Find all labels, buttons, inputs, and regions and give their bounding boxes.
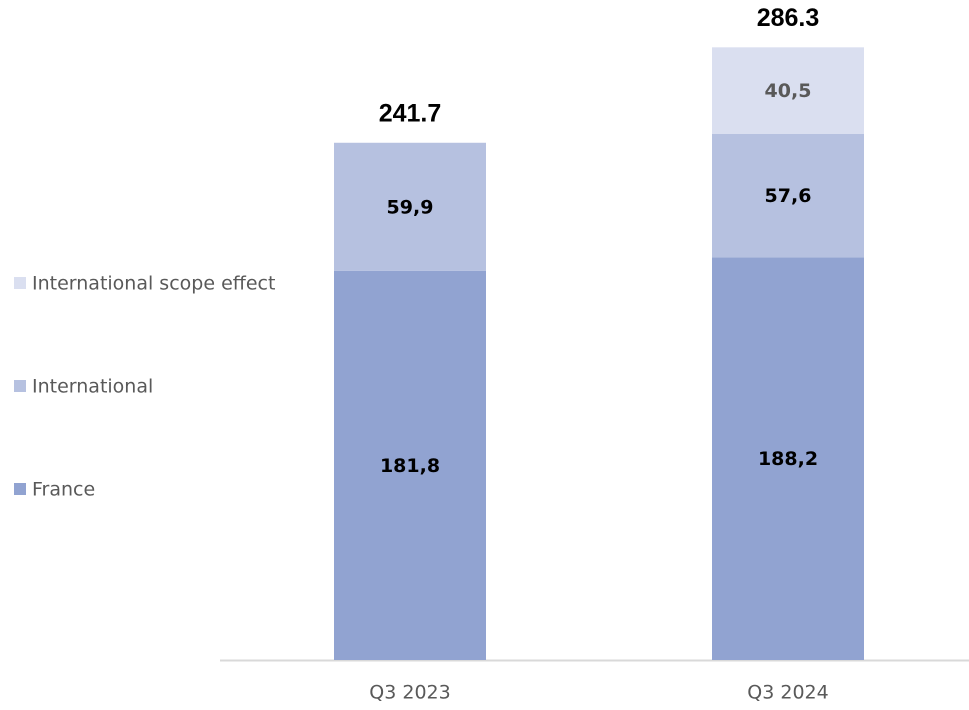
bar-segment bbox=[712, 257, 864, 660]
legend-swatch bbox=[14, 277, 26, 289]
legend-label: International scope effect bbox=[32, 273, 275, 295]
bar-segment bbox=[712, 133, 864, 258]
total-label: 241.7 bbox=[379, 99, 442, 127]
total-label: 286.3 bbox=[757, 4, 820, 32]
value-label: 59,9 bbox=[387, 196, 434, 218]
value-label: 57,6 bbox=[765, 185, 812, 207]
legend-swatch bbox=[14, 380, 26, 392]
legend-swatch bbox=[14, 483, 26, 495]
legend-label: France bbox=[32, 479, 95, 501]
bar-segment bbox=[334, 270, 486, 660]
value-label: 40,5 bbox=[765, 80, 812, 102]
value-label: 181,8 bbox=[380, 455, 440, 477]
legend-label: International bbox=[32, 376, 153, 398]
value-label: 188,2 bbox=[758, 448, 818, 470]
bar-segment bbox=[712, 47, 864, 134]
x-tick-label: Q3 2023 bbox=[369, 682, 450, 704]
x-tick-label: Q3 2024 bbox=[747, 682, 828, 704]
bar-segment bbox=[334, 142, 486, 271]
